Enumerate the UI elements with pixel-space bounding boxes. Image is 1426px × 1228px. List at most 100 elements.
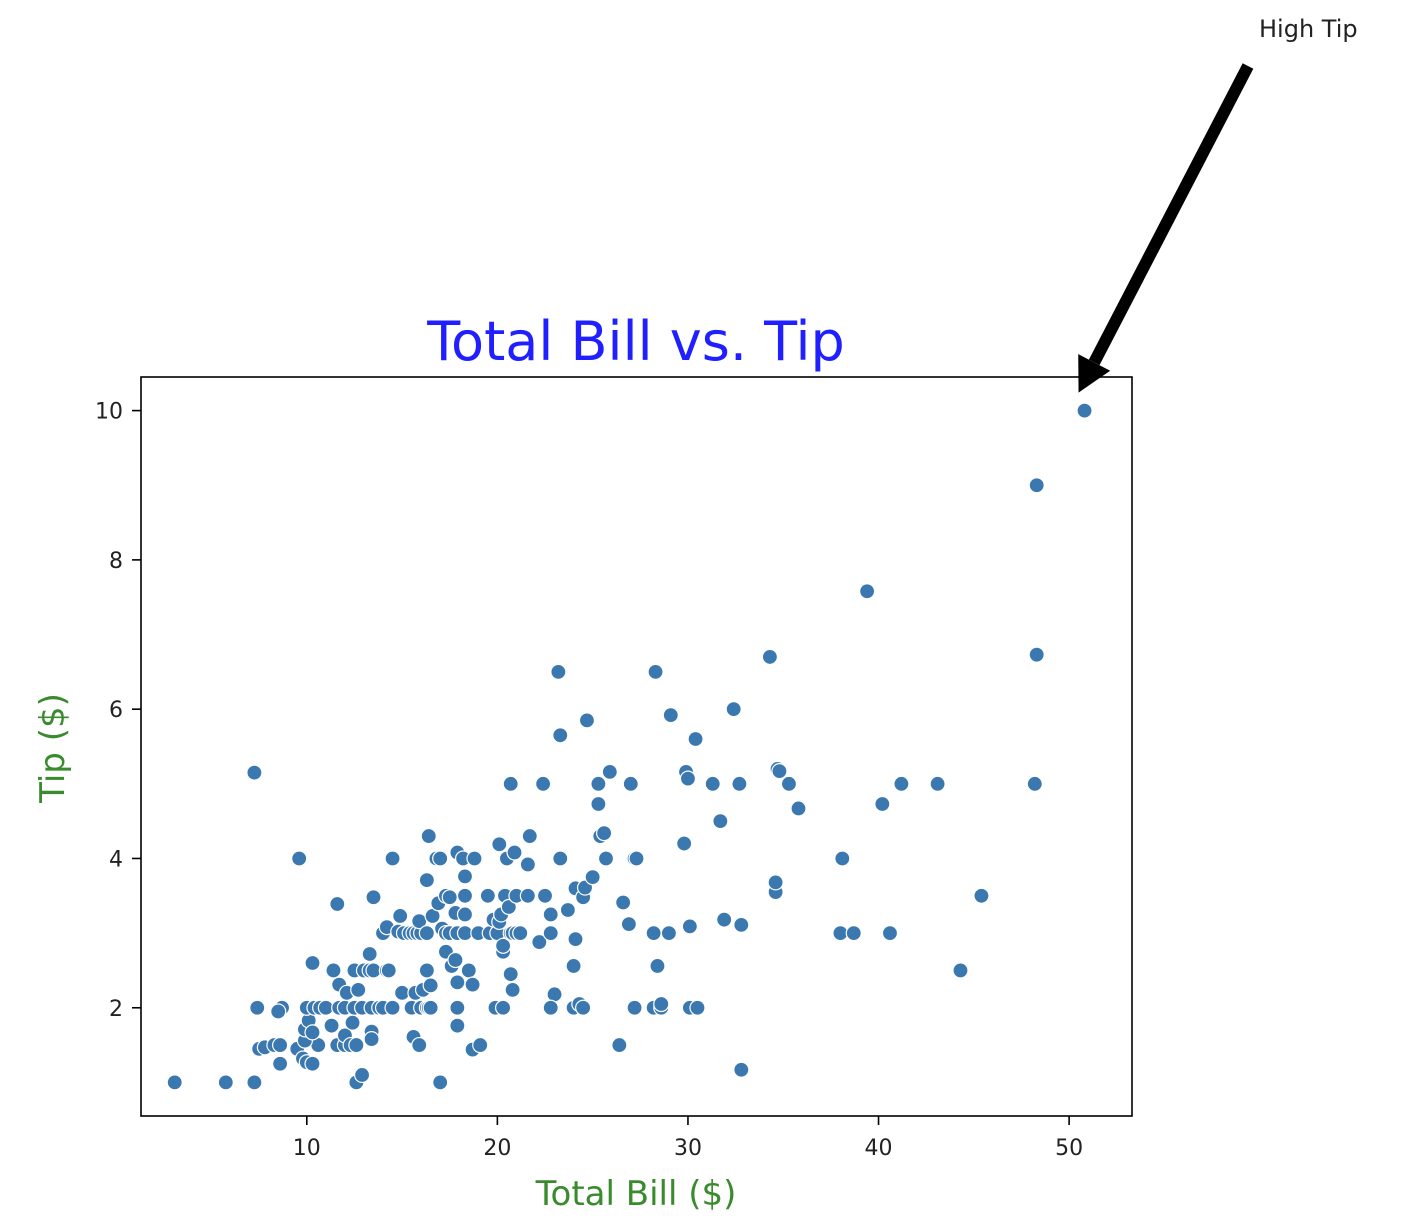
data-point: [432, 1074, 449, 1091]
data-point: [449, 999, 466, 1016]
data-point: [521, 827, 538, 845]
data-point: [536, 887, 554, 904]
x-tick-label: 30: [674, 1136, 702, 1161]
data-point: [858, 583, 876, 600]
data-point: [615, 894, 632, 911]
data-point: [733, 916, 750, 934]
axis-ticks: 10 20 30 40 50 2 4 6 8 10: [95, 400, 1083, 1161]
data-point: [578, 712, 596, 729]
plot-frame: [140, 376, 1133, 1117]
data-point: [217, 1074, 234, 1091]
data-point: [512, 925, 529, 942]
data-point: [550, 663, 567, 680]
data-point: [344, 1014, 361, 1031]
data-point: [363, 1031, 380, 1048]
data-point: [601, 763, 618, 780]
x-tick-label: 40: [865, 1136, 893, 1161]
data-point: [552, 727, 569, 744]
data-point: [679, 770, 697, 787]
data-point: [504, 981, 521, 998]
data-point: [645, 925, 662, 942]
data-point: [246, 1074, 263, 1091]
data-point: [542, 906, 559, 923]
data-point: [929, 775, 946, 792]
data-point: [622, 775, 639, 792]
data-point: [472, 1036, 489, 1054]
data-point: [834, 850, 851, 867]
data-point: [535, 775, 552, 792]
data-point: [422, 977, 439, 994]
data-point: [689, 999, 706, 1016]
data-point: [418, 925, 435, 942]
data-point: [502, 966, 519, 983]
data-point: [716, 911, 733, 928]
data-point: [681, 918, 698, 935]
x-tick-label: 10: [293, 1136, 321, 1161]
data-point: [660, 925, 677, 942]
annotation-arrow-shaft: [1088, 63, 1254, 366]
data-point: [411, 1036, 428, 1054]
data-point: [272, 1055, 289, 1072]
data-point: [494, 999, 512, 1016]
data-point: [392, 907, 409, 925]
x-axis-label: Total Bill ($): [535, 1174, 737, 1214]
data-point: [676, 835, 693, 852]
data-point: [329, 895, 346, 913]
data-point: [620, 916, 637, 933]
data-point: [246, 764, 263, 781]
data-point: [441, 889, 458, 906]
data-point: [704, 775, 721, 792]
data-point: [1076, 402, 1093, 419]
data-point: [304, 1055, 321, 1072]
data-point: [626, 999, 643, 1016]
data-point: [790, 800, 807, 817]
data-point: [874, 795, 891, 813]
data-point: [590, 795, 607, 813]
data-point: [628, 850, 645, 867]
data-point: [456, 887, 474, 904]
data-point: [479, 887, 496, 904]
data-point: [647, 663, 664, 680]
data-point: [771, 763, 788, 780]
data-point: [304, 1024, 321, 1041]
data-point: [649, 957, 666, 975]
y-tick-label: 6: [109, 698, 123, 723]
y-tick-label: 2: [109, 997, 123, 1022]
data-point: [1028, 477, 1045, 494]
data-point: [447, 951, 464, 969]
data-point: [420, 827, 437, 845]
data-point: [653, 995, 670, 1013]
data-point: [519, 887, 536, 904]
data-point: [500, 898, 517, 916]
annotation-label: High Tip: [1259, 15, 1358, 43]
data-point: [565, 957, 582, 975]
data-point: [304, 954, 321, 972]
data-point: [353, 1066, 371, 1084]
data-point: [952, 962, 969, 979]
data-point: [361, 945, 378, 963]
data-point: [567, 930, 584, 948]
data-point: [323, 1017, 340, 1034]
y-tick-label: 10: [95, 400, 123, 425]
data-point: [449, 1017, 466, 1034]
data-point: [249, 999, 266, 1016]
data-point: [552, 850, 569, 867]
data-point: [780, 775, 798, 792]
data-point: [584, 869, 601, 886]
data-point: [502, 775, 519, 792]
data-point: [384, 850, 401, 867]
data-point: [531, 933, 548, 951]
data-point: [611, 1036, 628, 1054]
data-point: [325, 962, 342, 979]
data-point: [761, 648, 779, 666]
data-point: [893, 775, 910, 792]
data-point: [542, 925, 559, 942]
data-points: [166, 402, 1093, 1091]
data-point: [687, 730, 704, 748]
data-point: [291, 850, 308, 867]
data-point: [973, 887, 990, 904]
data-point: [384, 999, 401, 1016]
data-point: [494, 937, 512, 954]
data-point: [1026, 775, 1043, 792]
data-point: [460, 962, 477, 979]
